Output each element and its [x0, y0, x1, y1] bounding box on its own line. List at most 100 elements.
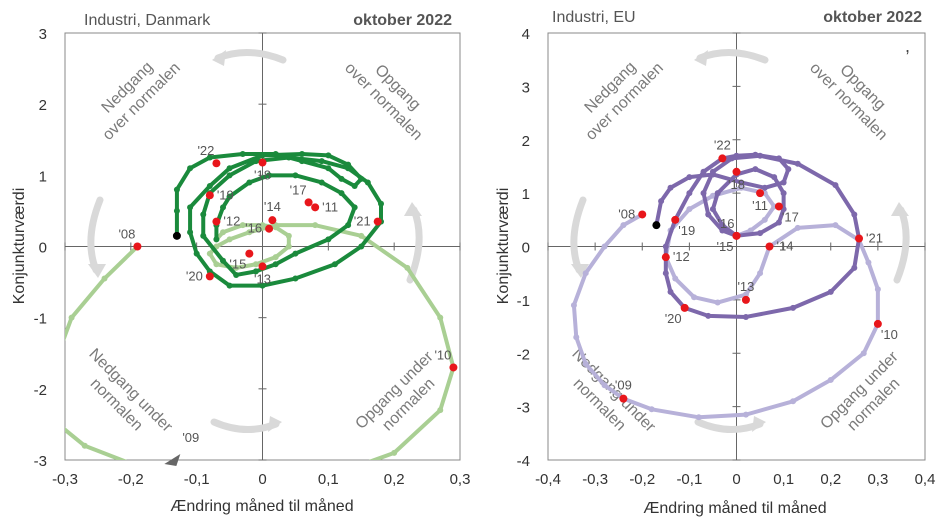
y-tick-label: -3	[517, 400, 530, 417]
year-marker	[268, 216, 277, 225]
y-tick-label: -1	[517, 293, 530, 310]
year-marker	[311, 203, 320, 212]
series-point-light	[601, 243, 608, 250]
series-group-denmark	[55, 150, 457, 488]
chart-date-denmark: oktober 2022	[353, 12, 452, 29]
x-tick-label: 0,4	[915, 471, 936, 488]
x-tick-label: 0,3	[450, 471, 471, 488]
year-marker-label: '15	[229, 257, 246, 272]
series-point-dark	[667, 184, 674, 191]
year-marker-label: '21	[354, 214, 371, 229]
series-point-dark	[345, 161, 352, 168]
series-point-dark	[827, 288, 834, 295]
year-marker-label: '18	[254, 168, 271, 183]
year-marker	[774, 202, 783, 211]
y-tick-label: -4	[517, 453, 530, 470]
series-point-dark	[325, 236, 332, 243]
year-marker	[638, 210, 647, 219]
series-point-light	[573, 334, 580, 341]
series-point-light	[227, 482, 233, 488]
year-marker-label: '21	[866, 230, 883, 245]
series-point-dark	[206, 154, 213, 161]
series-point-dark	[851, 211, 858, 218]
year-marker	[732, 167, 741, 176]
series-point-dark	[338, 190, 345, 197]
series-point-dark	[742, 313, 749, 320]
series-point-dark	[226, 172, 233, 179]
series-point-dark	[700, 190, 707, 197]
series-point-light	[68, 314, 75, 321]
series-point-dark	[246, 179, 253, 186]
year-marker-label: '09	[615, 378, 632, 393]
year-marker-label: '22	[714, 137, 731, 152]
series-point-light	[55, 421, 61, 427]
year-marker	[855, 234, 864, 243]
x-tick-label: -0,1	[184, 471, 210, 488]
y-tick-label: -2	[517, 346, 530, 363]
y-tick-label: -2	[34, 382, 47, 399]
series-point-light	[404, 264, 411, 271]
series-point-dark	[780, 190, 787, 197]
series-point-light	[259, 222, 266, 229]
x-axis-label-denmark: Ændring måned til måned	[170, 497, 353, 515]
year-marker	[873, 319, 882, 328]
series-point-dark	[714, 190, 721, 197]
series-point-light	[761, 216, 768, 223]
series-point-dark	[378, 200, 384, 207]
series-point-dark	[206, 183, 213, 190]
series-point-dark	[705, 312, 712, 319]
year-marker	[212, 217, 221, 226]
direction-arrowhead	[212, 50, 226, 66]
series-point-dark	[239, 150, 246, 157]
series-point-dark	[719, 227, 726, 234]
x-tick-label: -0,3	[52, 471, 78, 488]
series-point-dark	[331, 261, 338, 268]
y-tick-label: 0	[39, 240, 47, 257]
year-marker	[765, 242, 774, 251]
series-point-light	[437, 314, 444, 321]
year-marker-label: '10	[434, 347, 451, 362]
series-point-light	[738, 184, 745, 191]
series-point-dark	[709, 206, 716, 213]
series-point-light	[582, 270, 589, 277]
series-point-dark	[220, 204, 226, 211]
series-point-dark	[775, 155, 782, 162]
series-point-light	[101, 275, 108, 282]
series-point-dark	[662, 270, 669, 277]
x-axis-label-eu: Ændring måned til måned	[643, 499, 826, 517]
series-point-dark	[299, 150, 305, 157]
direction-arrow	[696, 48, 769, 64]
series-line-dark	[174, 151, 383, 288]
direction-arrowhead	[268, 416, 282, 432]
series-point-dark	[259, 282, 266, 289]
series-point-dark	[761, 184, 768, 191]
series-point-light	[437, 407, 444, 414]
series-point-dark	[709, 171, 716, 178]
series-point-light	[695, 414, 702, 421]
series-point-light	[358, 232, 365, 239]
year-marker	[718, 154, 727, 163]
series-point-dark	[733, 152, 740, 159]
y-tick-label: -3	[34, 453, 47, 470]
series-point-dark	[686, 174, 693, 181]
year-marker-label: '22	[197, 143, 214, 158]
y-tick-label: 2	[39, 97, 47, 114]
series-point-dark	[252, 158, 259, 165]
chart-date-eu: oktober 2022	[823, 9, 922, 26]
series-point-dark	[292, 250, 299, 257]
series-point-dark	[364, 179, 371, 186]
series-point-dark	[775, 219, 782, 226]
series-point-dark	[272, 150, 279, 157]
direction-arrowhead	[571, 264, 589, 278]
series-point-light	[272, 224, 279, 231]
y-tick-label: 0	[522, 240, 530, 257]
direction-arrow	[210, 418, 280, 434]
series-point-dark	[292, 275, 299, 282]
offscale-marker-label: '09	[182, 430, 199, 445]
series-point-light	[220, 229, 226, 236]
y-tick-label: 3	[522, 79, 530, 96]
offscale-arrow-marker	[164, 454, 181, 466]
year-marker-label: '20	[186, 268, 203, 283]
series-point-dark	[757, 152, 764, 159]
